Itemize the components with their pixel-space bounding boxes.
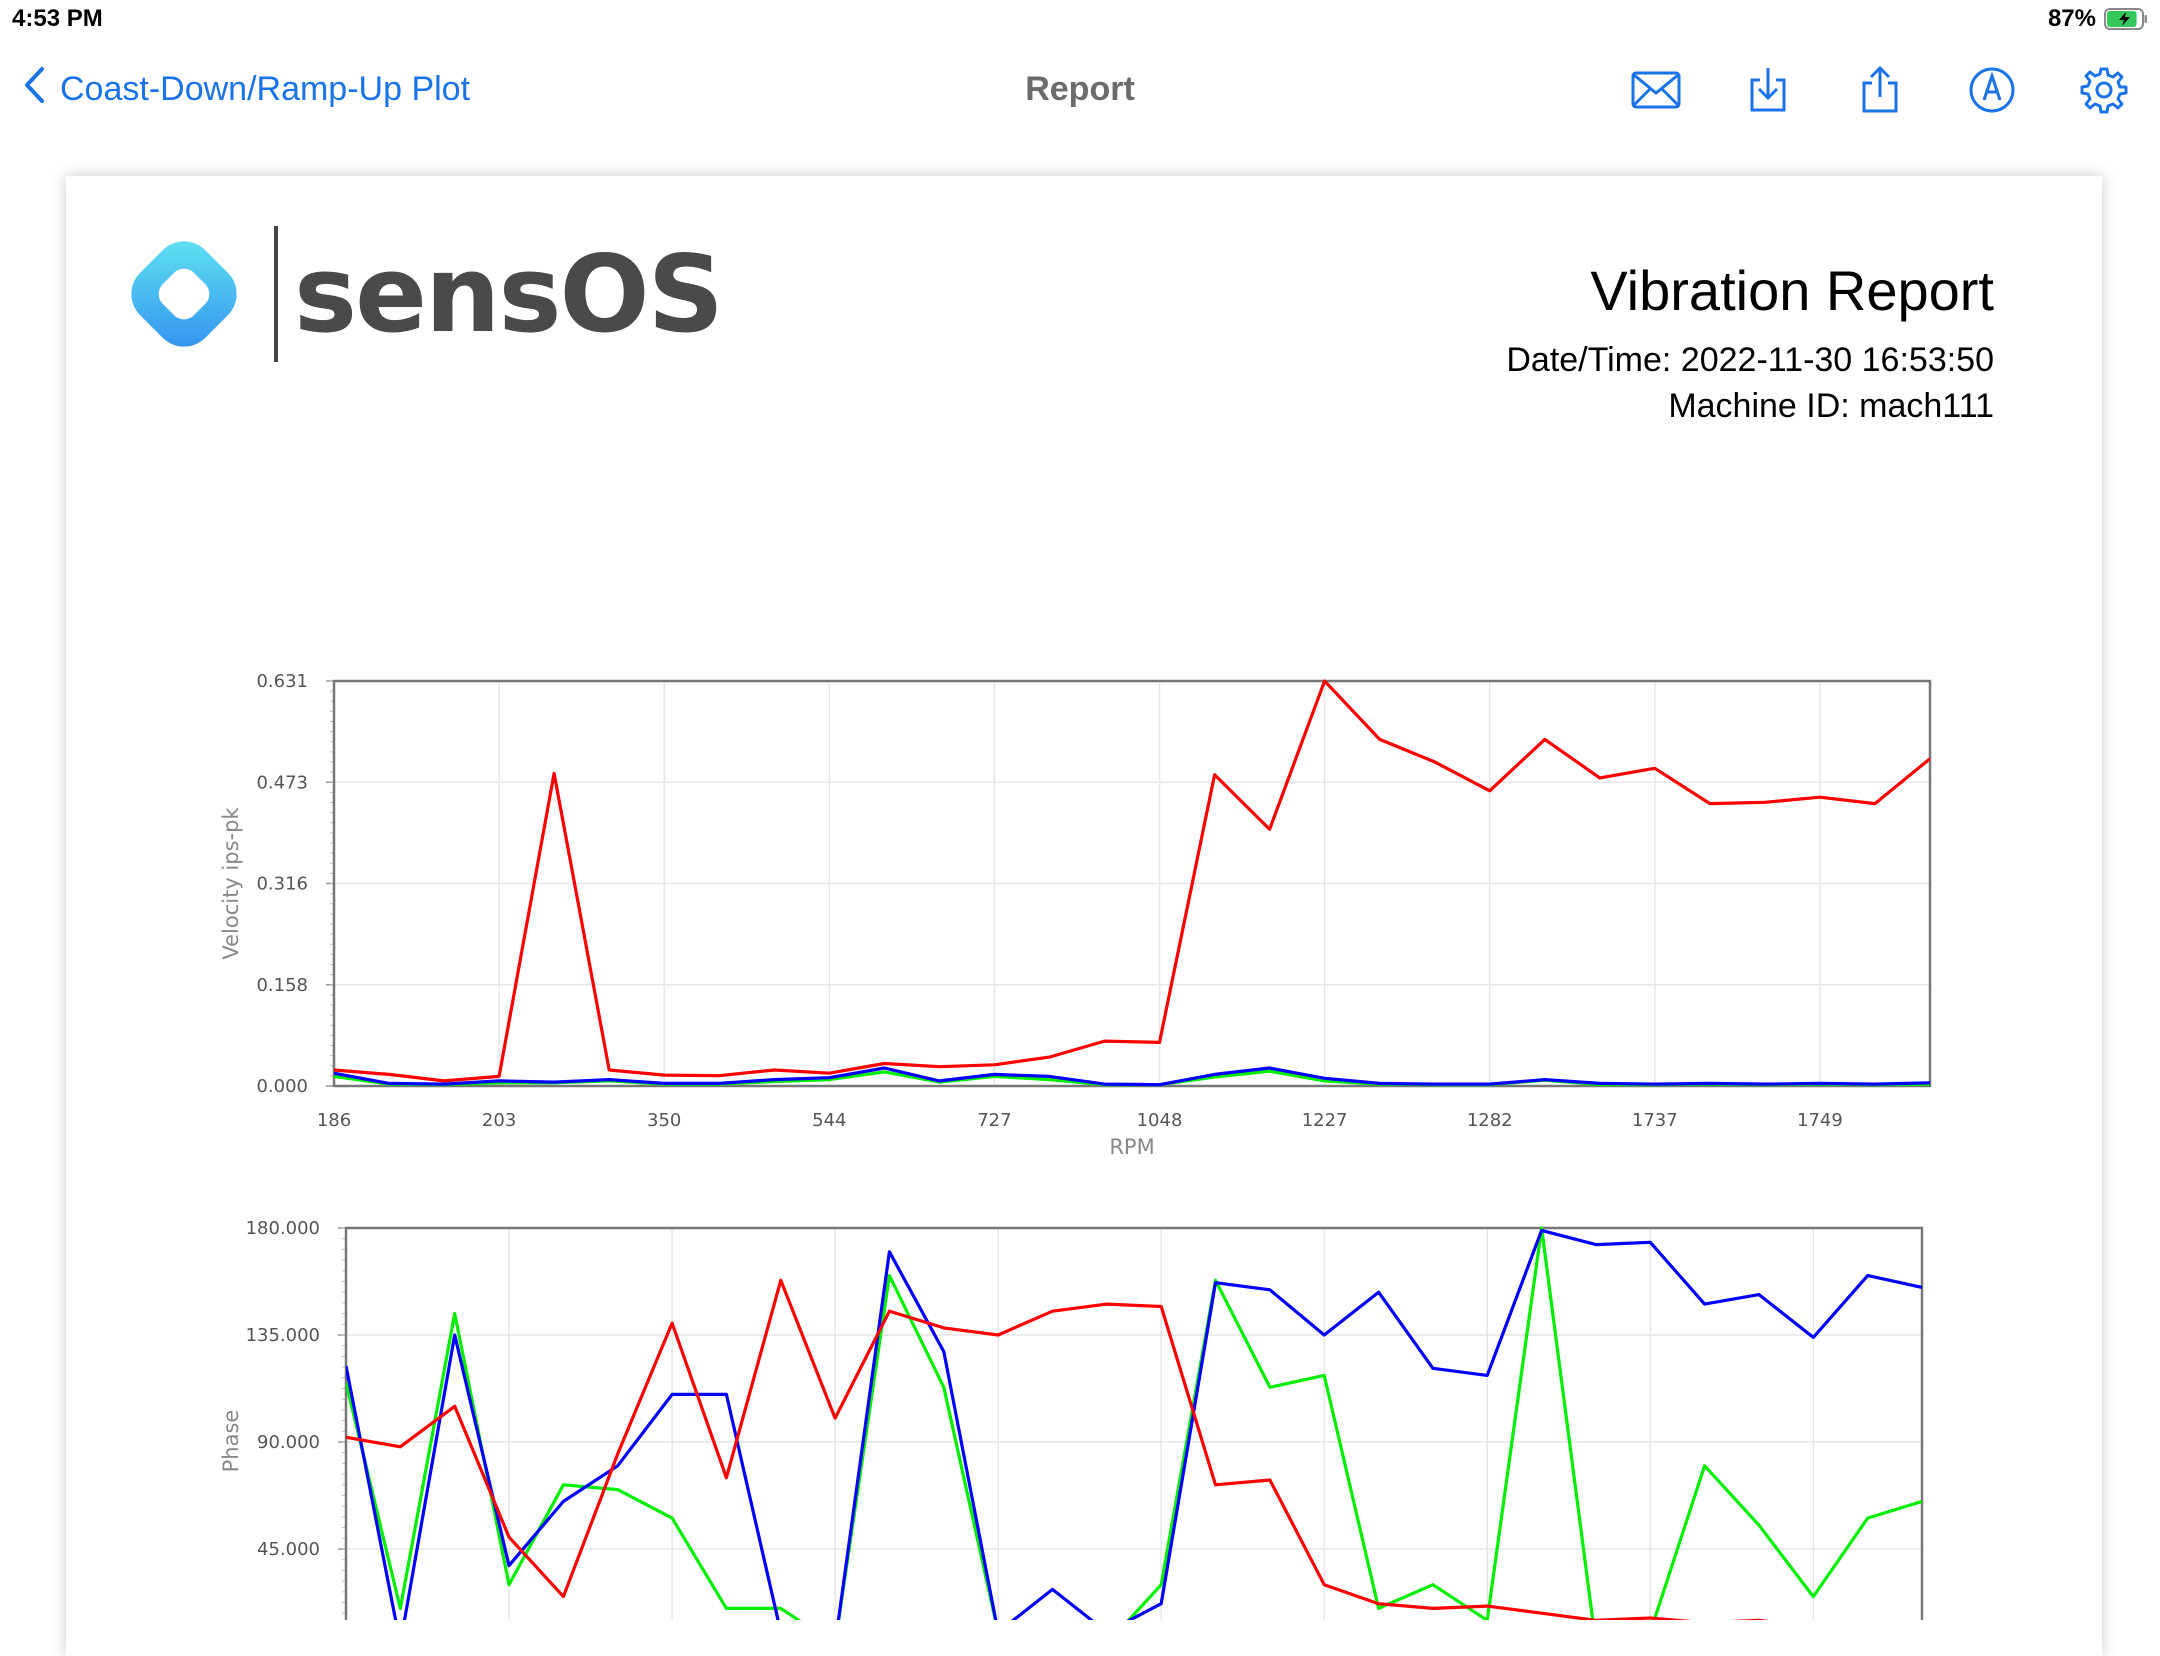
series-line xyxy=(334,1066,1930,1087)
x-tick-label: 1227 xyxy=(1302,1110,1348,1131)
x-tick-label: 203 xyxy=(482,1110,516,1131)
x-axis-title: RPM xyxy=(1109,1135,1154,1159)
x-tick-label: 1282 xyxy=(1467,1110,1513,1131)
report-machine-id: Machine ID: mach111 xyxy=(1668,387,1994,425)
share-button[interactable] xyxy=(1854,64,1906,116)
markup-icon xyxy=(1969,67,2015,113)
report-datetime: Date/Time: 2022-11-30 16:53:50 xyxy=(1506,341,1994,379)
navigation-bar: Coast-Down/Ramp-Up Plot Report xyxy=(0,50,2160,134)
y-tick-label: 45.000 xyxy=(257,1539,320,1560)
share-icon xyxy=(1862,65,1898,113)
series-line xyxy=(346,1278,1769,1620)
y-tick-label: 135.000 xyxy=(246,1325,320,1346)
y-tick-label: 0.158 xyxy=(256,975,308,996)
chevron-left-icon xyxy=(22,66,46,113)
y-axis-title: Phase xyxy=(219,1410,243,1473)
x-tick-label: 350 xyxy=(647,1110,681,1131)
status-bar: 4:53 PM 87% xyxy=(0,0,2160,40)
battery-icon xyxy=(2104,7,2148,31)
y-tick-label: 0.000 xyxy=(256,1076,308,1097)
report-page[interactable]: sensOS Vibration Report Date/Time: 2022-… xyxy=(66,176,2102,1656)
markup-button[interactable] xyxy=(1966,64,2018,116)
series-line xyxy=(346,1226,1922,1620)
series-line xyxy=(334,679,1930,1083)
x-tick-label: 1048 xyxy=(1137,1110,1183,1131)
battery-percent: 87% xyxy=(2047,5,2096,32)
back-button[interactable]: Coast-Down/Ramp-Up Plot xyxy=(22,66,470,113)
x-tick-label: 186 xyxy=(317,1110,351,1131)
mail-button[interactable] xyxy=(1630,64,1682,116)
report-title: Vibration Report xyxy=(1590,259,1994,322)
y-tick-label: 0.631 xyxy=(256,671,308,692)
y-tick-label: 180.000 xyxy=(246,1218,320,1239)
plot-frame xyxy=(344,1226,1924,1620)
x-tick-label: 1737 xyxy=(1632,1110,1678,1131)
battery-indicator: 87% xyxy=(2048,5,2148,33)
series-line xyxy=(346,1228,1922,1620)
x-tick-label: 544 xyxy=(812,1110,846,1131)
x-tick-label: 727 xyxy=(977,1110,1011,1131)
toolbar xyxy=(1630,64,2130,116)
y-tick-label: 90.000 xyxy=(257,1432,320,1453)
back-button-label: Coast-Down/Ramp-Up Plot xyxy=(60,70,471,108)
download-icon xyxy=(1750,68,1786,112)
x-tick-label: 1749 xyxy=(1797,1110,1843,1131)
gear-icon xyxy=(2080,67,2128,114)
y-tick-label: 0.473 xyxy=(256,772,308,793)
download-button[interactable] xyxy=(1742,64,1794,116)
report-header: Vibration Report Date/Time: 2022-11-30 1… xyxy=(1506,258,1994,429)
y-axis-title: Velocity ips-pk xyxy=(219,807,243,960)
mail-icon xyxy=(1631,71,1681,109)
logo-text: sensOS xyxy=(294,232,724,356)
sensos-logo: sensOS xyxy=(114,224,724,364)
charts-area: 0.631 0.473 0.316 0.158 0.000 186 203 350 544 727… xyxy=(219,671,1932,1620)
y-tick-label: 0.316 xyxy=(256,874,308,895)
logo-mark-icon xyxy=(131,241,237,347)
settings-button[interactable] xyxy=(2078,64,2130,116)
logo-divider xyxy=(274,226,278,362)
status-time: 4:53 PM xyxy=(12,5,103,32)
